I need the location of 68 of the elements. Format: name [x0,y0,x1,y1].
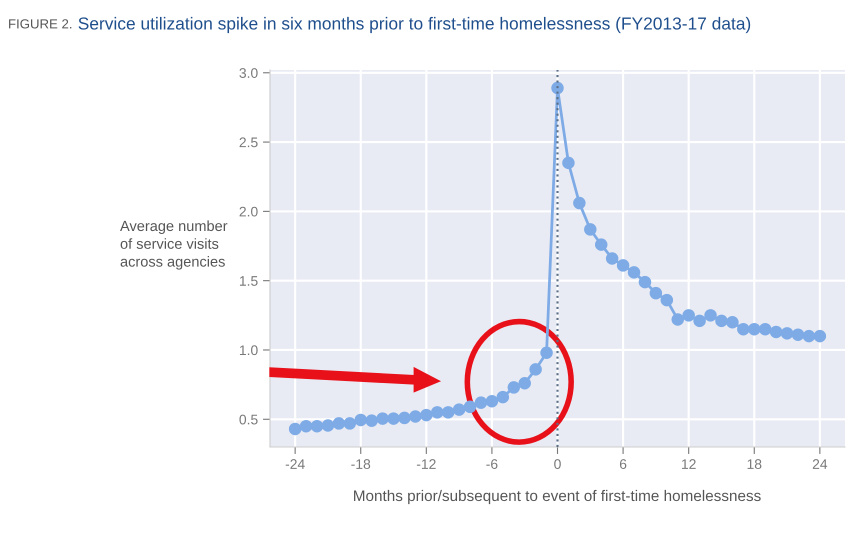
point [508,381,520,394]
x-tick-label: 12 [682,459,696,469]
y-tick-label: 3.0 [239,68,258,78]
point [562,156,575,170]
x-tick-label: -18 [351,459,370,470]
y-tick-label: 0.5 [239,414,258,424]
point [802,330,816,342]
point [715,314,728,328]
y-tick-label: 2.5 [240,137,258,148]
x-tick-label: 18 [748,459,762,470]
point [814,330,826,342]
x-tick-label: -6 [486,459,498,470]
point [354,414,367,426]
x-tick-label: 24 [812,459,828,469]
point [594,238,608,251]
point [387,412,400,425]
point [758,322,772,336]
point [606,252,618,265]
point [442,406,454,419]
point [300,420,312,432]
point [770,326,782,338]
y-tick-label: 1.0 [240,345,258,356]
point [638,276,652,288]
point [365,414,378,427]
point [322,419,334,432]
point [540,346,553,359]
x-tick-label: 6 [620,459,626,470]
point [464,400,476,414]
point [650,286,662,300]
point [584,223,597,236]
x-tick-label: -12 [416,459,436,469]
point [671,313,684,326]
point [573,196,586,210]
point [748,322,761,336]
point [496,390,510,404]
y-axis-title: Average number of service visits across agencies [120,220,228,270]
point [486,395,498,408]
chart-title: Service utilization spike in six months prior to first-time homelessness (FY2013-17 data) [78,16,750,34]
point [693,314,706,328]
point [310,420,324,432]
point [398,412,411,424]
point [376,412,389,425]
caption: FIGURE 2. [9,19,72,29]
point [409,410,422,423]
point [474,396,488,409]
x-tick-label: 0 [554,459,561,470]
point [628,266,640,279]
point [452,403,466,416]
point [420,408,433,422]
point [737,322,750,336]
point [616,259,630,272]
point [332,417,346,430]
x-tick-label: -24 [286,459,305,469]
point [704,309,717,322]
x-axis-title: Months prior/subsequent to event of first-time homelessness [354,490,761,504]
point [726,316,739,329]
y-tick-label: 2.0 [240,206,258,217]
point [780,327,794,340]
point [551,82,564,94]
point [518,376,531,390]
point [431,406,444,419]
point [792,328,804,341]
point [682,309,695,322]
point [660,294,674,306]
point [288,422,302,436]
y-tick-label: 1.5 [240,276,258,286]
point [344,417,356,430]
point [529,363,542,376]
